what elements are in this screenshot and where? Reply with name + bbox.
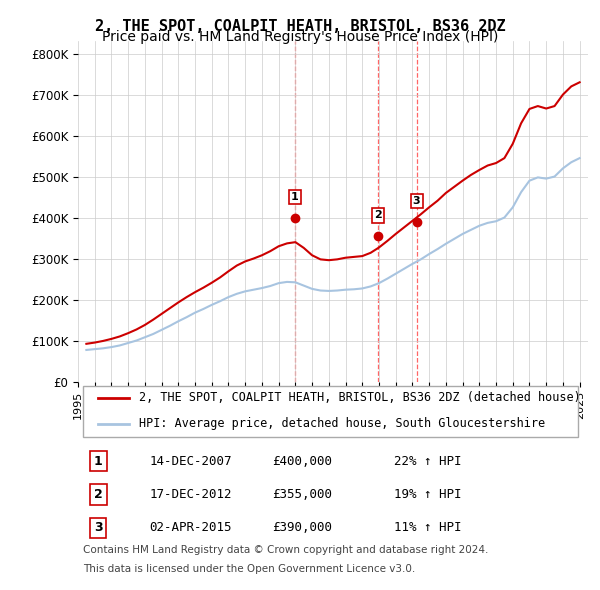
Text: Price paid vs. HM Land Registry's House Price Index (HPI): Price paid vs. HM Land Registry's House … xyxy=(102,30,498,44)
Text: 17-DEC-2012: 17-DEC-2012 xyxy=(149,488,232,501)
Text: This data is licensed under the Open Government Licence v3.0.: This data is licensed under the Open Gov… xyxy=(83,564,415,574)
Text: 1: 1 xyxy=(94,455,103,468)
Text: 19% ↑ HPI: 19% ↑ HPI xyxy=(394,488,462,501)
Text: £400,000: £400,000 xyxy=(272,455,332,468)
Text: 1: 1 xyxy=(291,192,299,202)
Text: 2, THE SPOT, COALPIT HEATH, BRISTOL, BS36 2DZ: 2, THE SPOT, COALPIT HEATH, BRISTOL, BS3… xyxy=(95,19,505,34)
Text: Contains HM Land Registry data © Crown copyright and database right 2024.: Contains HM Land Registry data © Crown c… xyxy=(83,545,488,555)
Text: 3: 3 xyxy=(413,196,421,206)
Text: 02-APR-2015: 02-APR-2015 xyxy=(149,522,232,535)
Text: 3: 3 xyxy=(94,522,103,535)
Text: 11% ↑ HPI: 11% ↑ HPI xyxy=(394,522,462,535)
Text: 22% ↑ HPI: 22% ↑ HPI xyxy=(394,455,462,468)
Text: 2, THE SPOT, COALPIT HEATH, BRISTOL, BS36 2DZ (detached house): 2, THE SPOT, COALPIT HEATH, BRISTOL, BS3… xyxy=(139,391,581,404)
Text: 14-DEC-2007: 14-DEC-2007 xyxy=(149,455,232,468)
FancyBboxPatch shape xyxy=(83,386,578,437)
Text: £355,000: £355,000 xyxy=(272,488,332,501)
Text: 2: 2 xyxy=(374,211,382,221)
Text: HPI: Average price, detached house, South Gloucestershire: HPI: Average price, detached house, Sout… xyxy=(139,417,545,430)
Text: 2: 2 xyxy=(94,488,103,501)
Text: £390,000: £390,000 xyxy=(272,522,332,535)
